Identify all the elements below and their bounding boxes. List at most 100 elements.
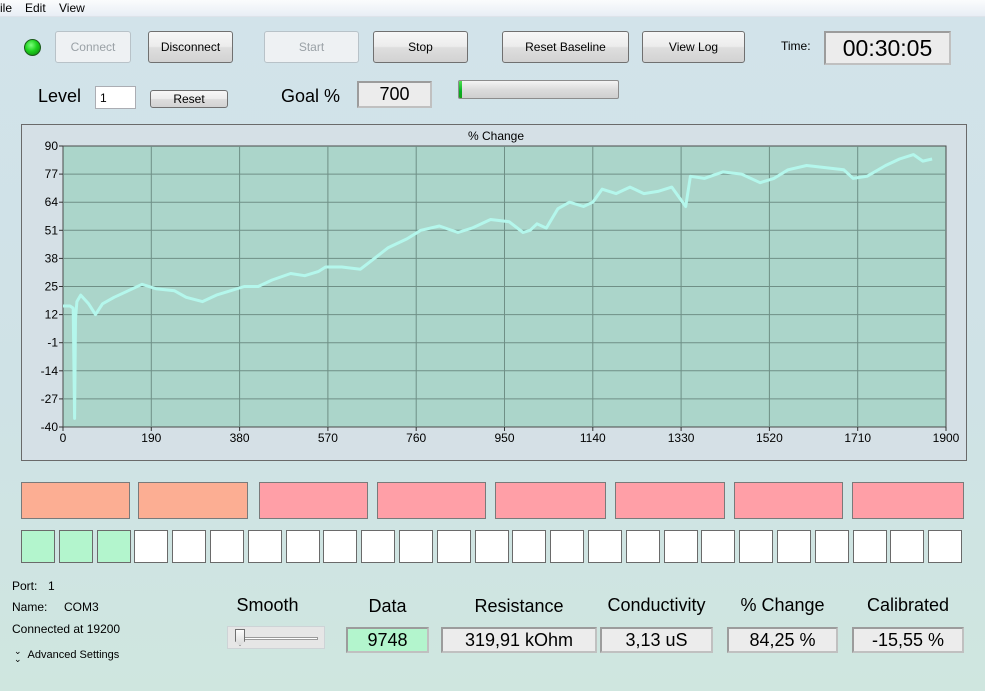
level-cell: [739, 530, 773, 563]
x-tick-label: 190: [141, 431, 161, 445]
y-tick-label: 51: [45, 223, 59, 237]
percent-change-chart: 0 190 380 570 760 950 1140 1330 1520 1710 1900 90 77…: [21, 124, 967, 461]
x-tick-label: 1710: [844, 431, 871, 445]
port-label: Port:: [12, 579, 38, 593]
level-cell: [361, 530, 395, 563]
level-cell: [134, 530, 168, 563]
indicator-block: [734, 482, 843, 519]
indicator-block: [259, 482, 368, 519]
percent-change-label: % Change: [740, 595, 825, 615]
level-cell: [437, 530, 471, 563]
level-cell: [853, 530, 887, 563]
x-tick-label: 760: [406, 431, 426, 445]
x-tick-label: 950: [494, 431, 514, 445]
time-label: Time:: [781, 39, 811, 53]
smooth-slider-thumb[interactable]: [235, 629, 245, 646]
level-input[interactable]: 1: [95, 86, 136, 109]
x-tick-label: 1330: [668, 431, 695, 445]
stop-button[interactable]: Stop: [373, 31, 468, 63]
connection-status-led: [24, 39, 41, 56]
x-tick-label: 380: [230, 431, 250, 445]
level-cell: [928, 530, 962, 563]
level-cell: [890, 530, 924, 563]
goal-progress-fill: [459, 81, 463, 98]
level-cell: [248, 530, 282, 563]
connect-button[interactable]: Connect: [55, 31, 131, 63]
advanced-settings-toggle[interactable]: ⌄ ⌄ Advanced Settings: [14, 646, 120, 664]
y-tick-label: 12: [45, 308, 59, 322]
menu-bar: ile Edit View: [0, 0, 985, 17]
name-value: COM3: [64, 600, 99, 614]
indicator-block: [377, 482, 486, 519]
data-label: Data: [368, 596, 407, 616]
chart-canvas: 0 190 380 570 760 950 1140 1330 1520 1710 1900 90 77…: [41, 129, 960, 445]
level-cell: [664, 530, 698, 563]
menu-file[interactable]: ile: [0, 1, 13, 15]
x-tick-label: 1900: [933, 431, 960, 445]
smooth-label: Smooth: [236, 595, 299, 615]
chevron-double-down-icon: ⌄ ⌄: [14, 646, 22, 664]
name-label: Name:: [12, 600, 48, 614]
level-cell: [550, 530, 584, 563]
level-label: Level: [38, 86, 82, 106]
x-tick-label: 1140: [580, 431, 606, 445]
y-tick-label: -1: [47, 336, 58, 350]
y-tick-label: 64: [45, 195, 59, 209]
level-reset-button[interactable]: Reset: [150, 90, 228, 108]
data-value: 9748: [346, 627, 429, 653]
level-cell: [815, 530, 849, 563]
indicator-block: [495, 482, 606, 519]
y-tick-label: -27: [41, 392, 59, 406]
port-value: 1: [48, 579, 55, 593]
advanced-settings-label: Advanced Settings: [27, 649, 120, 661]
start-button[interactable]: Start: [264, 31, 359, 63]
view-log-button[interactable]: View Log: [642, 31, 745, 63]
level-cell: [701, 530, 735, 563]
series-line: [63, 153, 933, 420]
reset-baseline-button[interactable]: Reset Baseline: [502, 31, 629, 63]
level-cell: [626, 530, 660, 563]
x-tick-label: 0: [60, 431, 67, 445]
indicator-block: [615, 482, 725, 519]
menu-edit[interactable]: Edit: [25, 1, 46, 15]
connection-status-text: Connected at 19200: [12, 622, 121, 636]
level-cell: [59, 530, 93, 563]
y-tick-label: 38: [45, 251, 59, 265]
smooth-slider-track: [236, 637, 318, 640]
menu-view[interactable]: View: [59, 1, 85, 15]
level-cell: [97, 530, 131, 563]
conductivity-value: 3,13 uS: [600, 627, 713, 653]
level-cell: [399, 530, 433, 563]
level-cell: [777, 530, 811, 563]
conductivity-label: Conductivity: [607, 595, 706, 615]
calibrated-label: Calibrated: [866, 595, 950, 615]
y-tick-label: -40: [41, 420, 59, 434]
indicator-block: [852, 482, 964, 519]
percent-change-value: 84,25 %: [727, 627, 838, 653]
level-cell: [323, 530, 357, 563]
level-cell: [475, 530, 509, 563]
goal-label: Goal %: [281, 86, 341, 106]
x-tick-label: 570: [318, 431, 338, 445]
y-tick-label: 25: [45, 280, 59, 294]
goal-progress-bar: [458, 80, 619, 99]
level-cell: [21, 530, 55, 563]
y-tick-label: 90: [45, 139, 59, 153]
indicator-block: [138, 482, 248, 519]
disconnect-button[interactable]: Disconnect: [148, 31, 233, 63]
chart-title: % Change: [468, 129, 524, 143]
x-tick-label: 1520: [756, 431, 783, 445]
time-display: 00:30:05: [824, 31, 951, 65]
y-tick-label: -14: [41, 364, 59, 378]
level-cell: [588, 530, 622, 563]
indicator-block: [21, 482, 130, 519]
smooth-slider[interactable]: [227, 626, 325, 649]
y-tick-label: 77: [45, 167, 59, 181]
level-cell: [210, 530, 244, 563]
calibrated-value: -15,55 %: [852, 627, 964, 653]
level-cell: [512, 530, 546, 563]
level-cell: [286, 530, 320, 563]
level-cell: [172, 530, 206, 563]
resistance-label: Resistance: [474, 596, 564, 616]
resistance-value: 319,91 kOhm: [441, 627, 597, 653]
